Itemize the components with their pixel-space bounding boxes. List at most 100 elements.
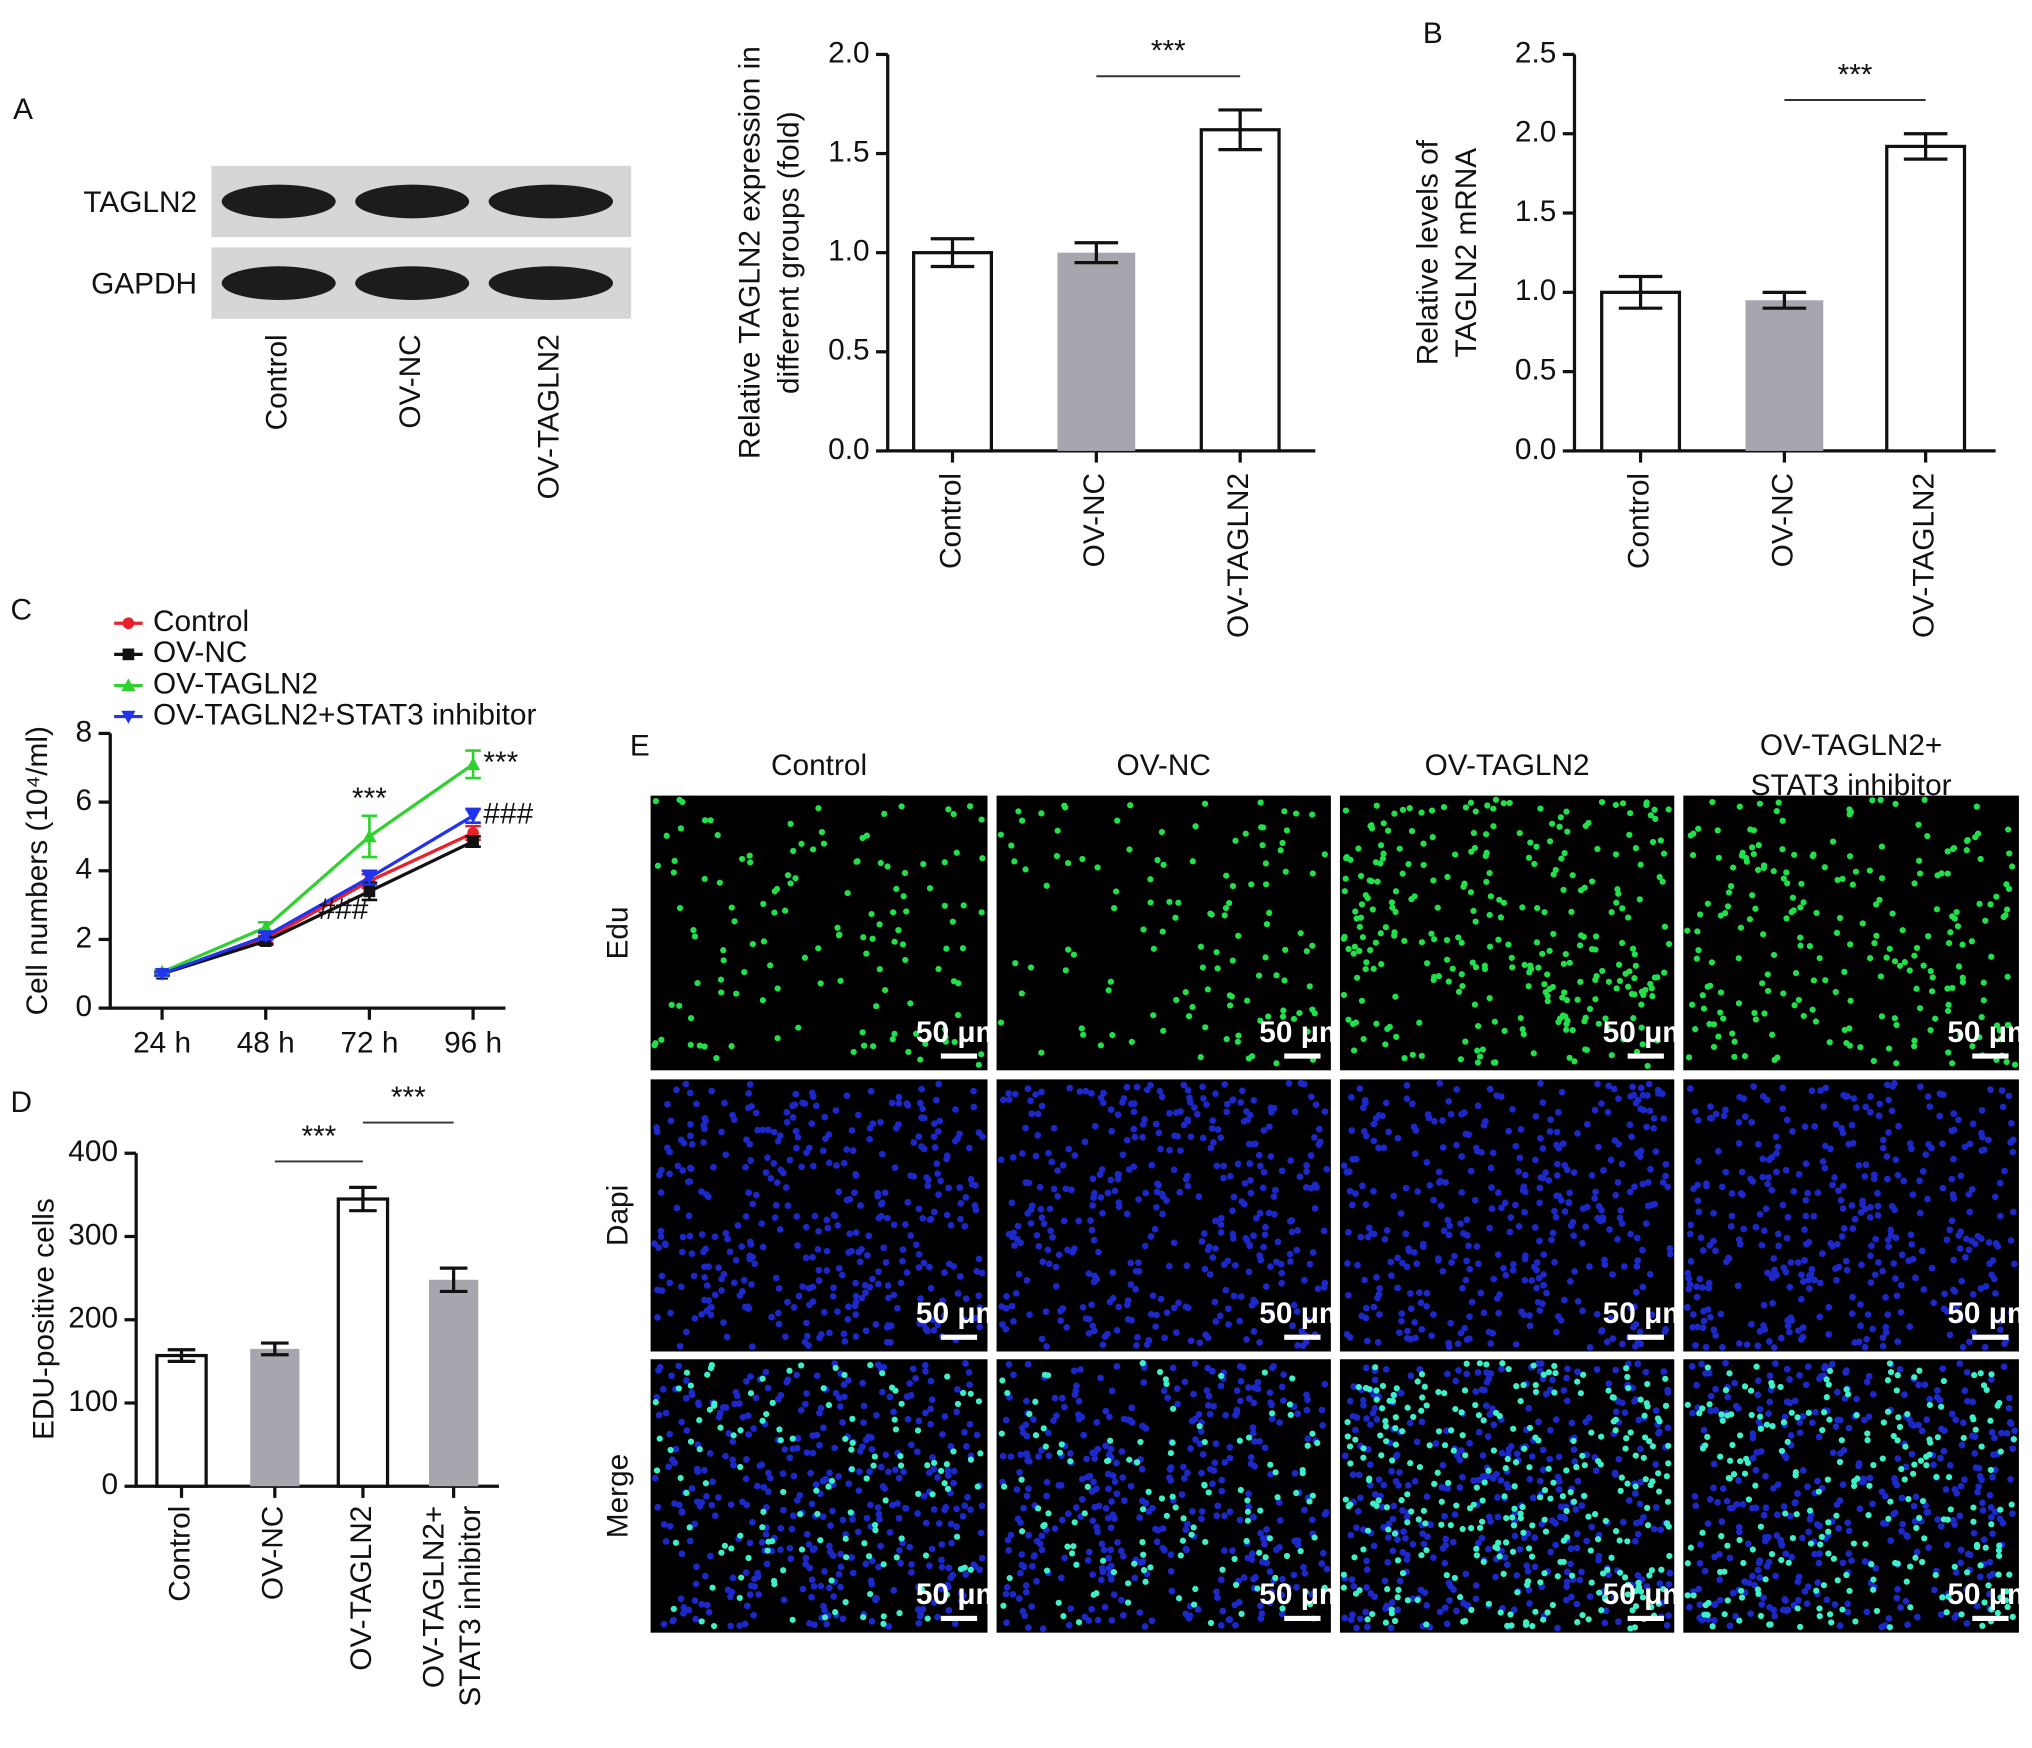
y-tick-label: 200 [68, 1302, 118, 1335]
edu-cell [1978, 1443, 1985, 1450]
edu-cell [1594, 845, 1601, 853]
nucleus [749, 1200, 757, 1208]
nucleus [1687, 1221, 1695, 1229]
nucleus [1971, 1450, 1979, 1457]
nucleus [1294, 1410, 1301, 1418]
nucleus [1812, 1408, 1819, 1416]
nucleus [1268, 1364, 1276, 1372]
edu-cell [1350, 1047, 1358, 1054]
nucleus [722, 1229, 730, 1237]
edu-cell [1479, 1046, 1486, 1053]
edu-cell [1272, 1469, 1279, 1476]
nucleus [1803, 1600, 1811, 1608]
y-tick-label: 1.0 [828, 235, 869, 268]
nucleus [1516, 1545, 1524, 1553]
edu-cell [1404, 1404, 1411, 1411]
edu-cell [1624, 1480, 1631, 1487]
edu-cell [1869, 797, 1876, 804]
nucleus [1648, 1201, 1656, 1209]
nucleus [1747, 1610, 1754, 1618]
nucleus [1559, 1140, 1567, 1147]
nucleus [998, 1303, 1006, 1310]
nucleus [1385, 1128, 1392, 1136]
edu-cell [1419, 1394, 1426, 1401]
nucleus [720, 1270, 728, 1278]
nucleus [1239, 1364, 1247, 1371]
nucleus [1487, 1370, 1495, 1377]
nucleus [1893, 1292, 1901, 1300]
edu-cell [1526, 1424, 1534, 1432]
nucleus [796, 1491, 804, 1499]
nucleus [1570, 1446, 1578, 1453]
edu-cell [1569, 1027, 1576, 1034]
edu-cell [1008, 842, 1015, 849]
edu-cell [1407, 1460, 1414, 1467]
nucleus [1389, 1547, 1397, 1555]
edu-cell [1185, 1013, 1193, 1020]
nucleus [1629, 1083, 1636, 1091]
x-tick-label: OV-NC [257, 1506, 290, 1600]
nucleus [1987, 1086, 1994, 1093]
edu-cell [1340, 935, 1347, 942]
nucleus [1291, 1108, 1299, 1116]
nucleus [742, 1163, 749, 1171]
edu-cell [1895, 1414, 1902, 1421]
nucleus [1716, 1596, 1724, 1604]
nucleus [1627, 1304, 1635, 1312]
nucleus [1219, 1607, 1227, 1615]
nucleus [1732, 1612, 1739, 1620]
edu-cell [1372, 1364, 1379, 1371]
edu-cell [1782, 1510, 1789, 1517]
edu-cell [1472, 808, 1479, 815]
nucleus [751, 1575, 758, 1583]
edu-cell [1730, 1471, 1738, 1478]
nucleus [770, 1128, 778, 1136]
nucleus [1996, 1212, 2004, 1220]
edu-cell [1150, 945, 1157, 952]
nucleus [1916, 1083, 1924, 1091]
edu-cell [1172, 1504, 1179, 1511]
edu-cell [1795, 996, 1802, 1004]
nucleus [740, 1276, 748, 1284]
nucleus [932, 1096, 940, 1104]
edu-cell [1886, 945, 1893, 952]
edu-cell [1547, 1495, 1554, 1502]
nucleus [1901, 1391, 1908, 1398]
y-tick-label: 2.0 [828, 36, 869, 69]
nucleus [1210, 1402, 1217, 1410]
nucleus [1963, 1585, 1971, 1593]
edu-cell [1428, 930, 1435, 937]
nucleus [1005, 1096, 1013, 1103]
nucleus [1303, 1168, 1310, 1175]
nucleus [849, 1147, 857, 1154]
nucleus [934, 1321, 942, 1329]
edu-cell [1192, 823, 1199, 830]
nucleus [1217, 1229, 1225, 1236]
nucleus [843, 1092, 851, 1099]
edu-cell [1360, 1454, 1367, 1461]
edu-cell [1916, 1367, 1923, 1374]
edu-cell [1754, 1586, 1762, 1593]
nucleus [1843, 1266, 1851, 1274]
nucleus [877, 1200, 885, 1208]
edu-cell [1552, 1369, 1559, 1377]
edu-cell [1790, 907, 1797, 914]
edu-cell [1710, 1021, 1718, 1028]
edu-cell [1001, 1483, 1008, 1490]
nucleus [1612, 1408, 1620, 1416]
edu-cell [786, 1367, 793, 1374]
nucleus [1652, 1148, 1660, 1155]
nucleus [1774, 1481, 1782, 1488]
edu-cell [1566, 959, 1573, 966]
nucleus [1026, 1311, 1033, 1318]
edu-cell [1849, 881, 1856, 888]
edu-cell [1434, 904, 1441, 911]
edu-cell [1906, 967, 1913, 974]
nucleus [1407, 1290, 1414, 1297]
nucleus [775, 1285, 783, 1292]
nucleus [839, 1516, 847, 1524]
edu-cell [1297, 930, 1304, 937]
nucleus [666, 1279, 674, 1287]
nucleus [1022, 1582, 1030, 1589]
nucleus [1013, 1486, 1021, 1493]
